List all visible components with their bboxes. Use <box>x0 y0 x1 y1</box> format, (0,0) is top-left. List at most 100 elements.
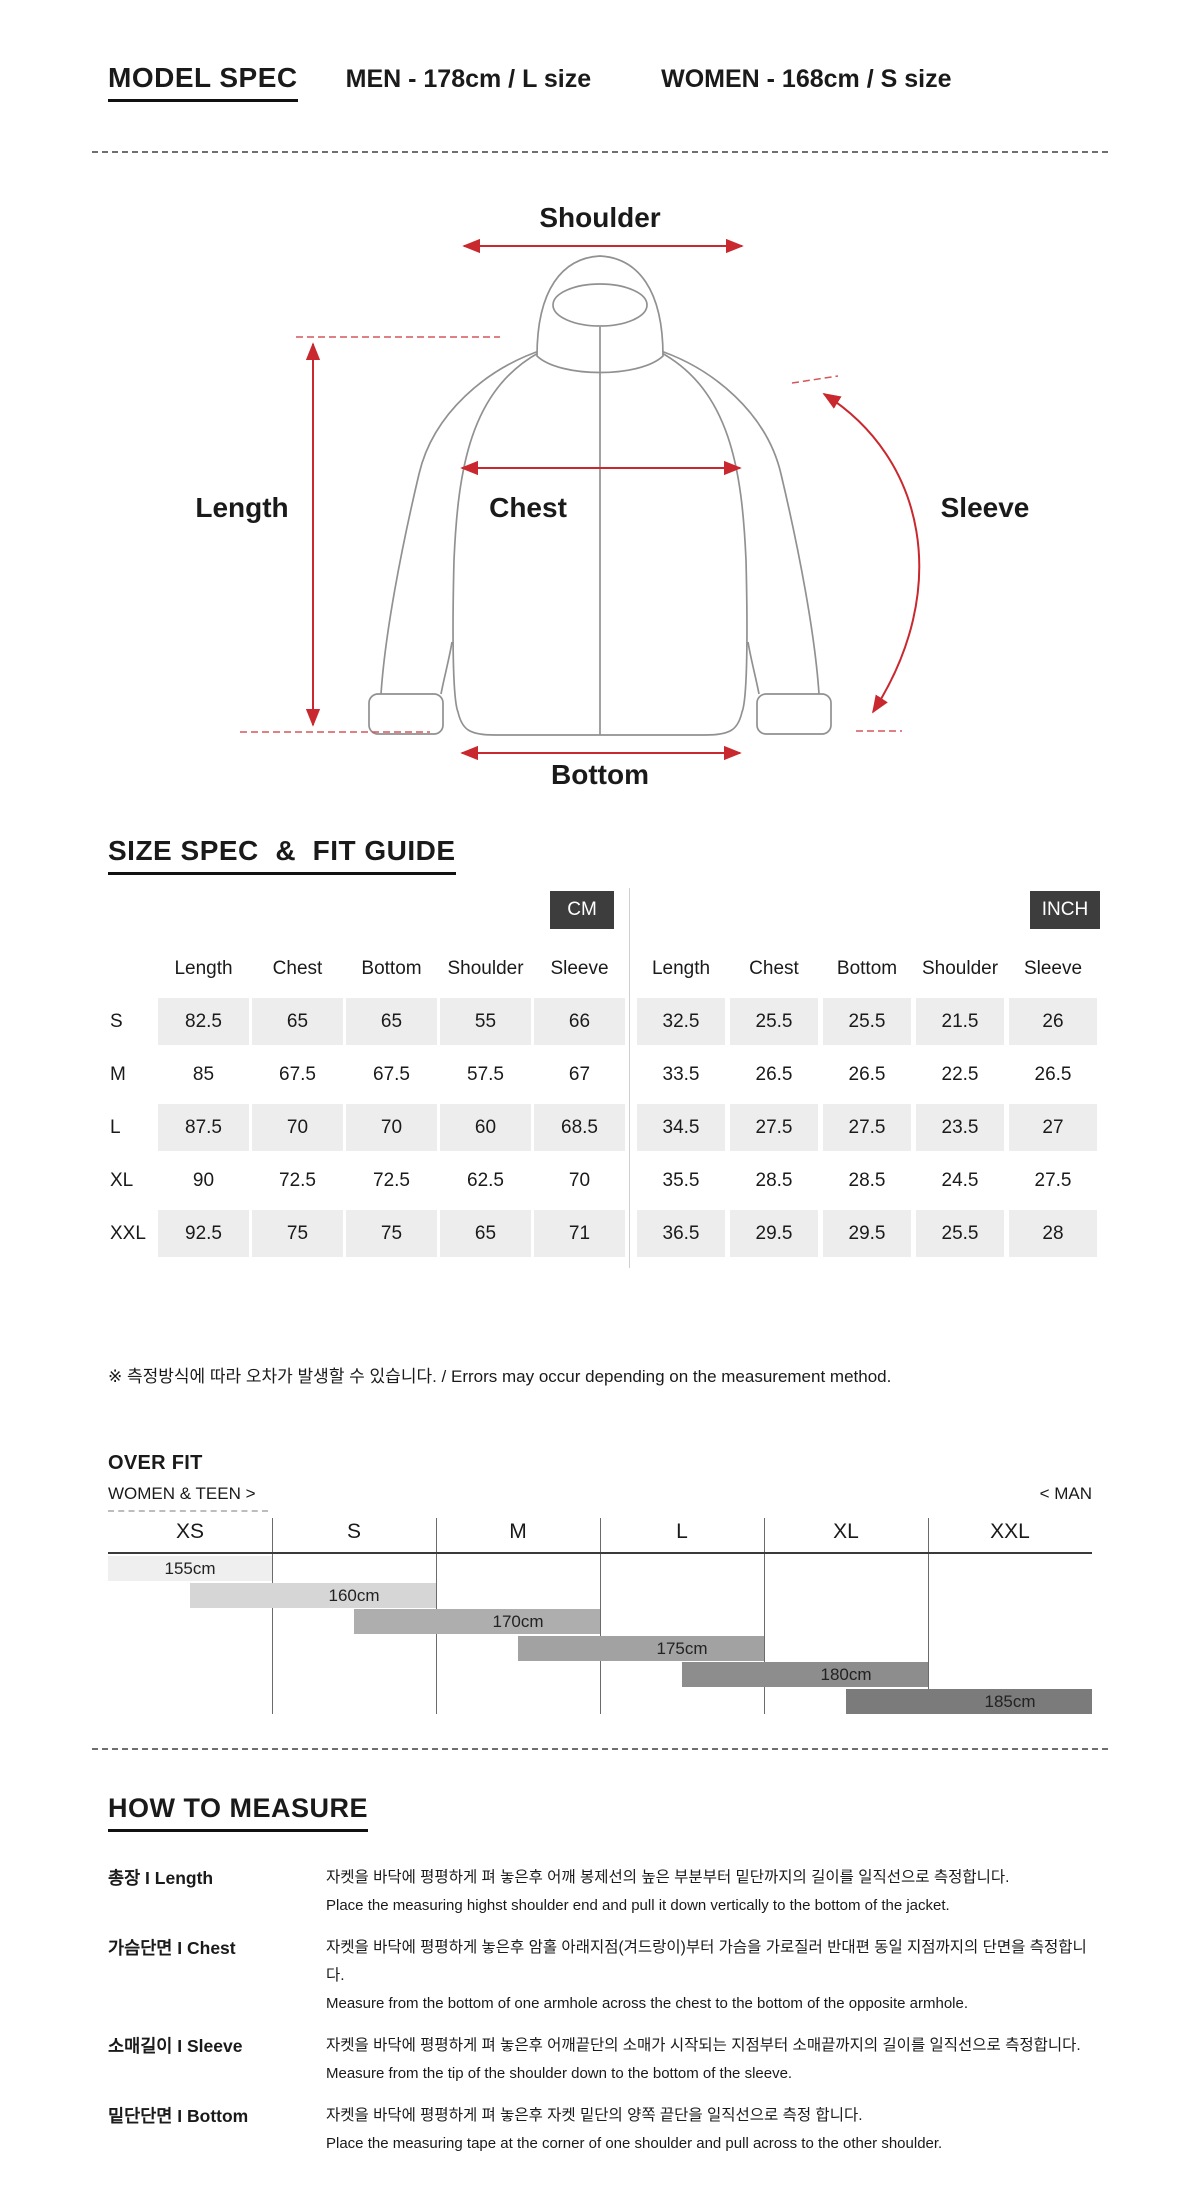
size-value-cell: 28 <box>1009 1210 1097 1257</box>
size-value-cell: 34.5 <box>637 1104 725 1151</box>
size-value-cell: 75 <box>346 1210 437 1257</box>
jacket-measurement-diagram: Shoulder Length Chest Sleeve Bottom <box>195 202 1029 790</box>
overfit-left-label: WOMEN & TEEN > <box>108 1484 256 1503</box>
size-value-cell: 75 <box>252 1210 343 1257</box>
size-value-cell: 62.5 <box>467 1169 504 1191</box>
size-value-cell: 26.5 <box>1034 1063 1072 1085</box>
measure-term: 소매길이 I Sleeve <box>108 2036 243 2056</box>
measure-description-en: Place the measuring tape at the corner o… <box>326 2135 943 2152</box>
model-spec-men: MEN - 178cm / L size <box>345 65 592 93</box>
size-value-cell: 24.5 <box>941 1169 979 1191</box>
measure-description-kr: 자켓을 바닥에 평평하게 펴 놓은후 어깨끝단의 소매가 시작되는 지점부터 소… <box>326 2037 1081 2054</box>
fit-size-label: XL <box>833 1520 859 1543</box>
measure-row: 소매길이 I Sleeve 자켓을 바닥에 평평하게 펴 놓은후 어깨끝단의 소매… <box>108 2032 1092 2088</box>
column-divider <box>764 1518 765 1714</box>
inch-badge: INCH <box>1030 891 1100 929</box>
size-value-cell: 28.5 <box>755 1169 793 1191</box>
shoulder-label: Shoulder <box>539 202 660 233</box>
column-header: Shoulder <box>447 957 524 979</box>
size-tables: CM INCH Length Chest Bottom Shoulder Sleeve S… <box>108 880 1100 1280</box>
xs-range-dash <box>108 1510 268 1512</box>
size-value-cell: 70 <box>252 1104 343 1151</box>
size-value-cell: 66 <box>534 998 625 1045</box>
overfit-chart: XS S M L XL XXL 155cm 160cm 170cm 175cm 180cm 185cm <box>108 1514 1092 1716</box>
size-value-cell: 27.5 <box>730 1104 818 1151</box>
dashed-divider-bottom <box>92 1748 1108 1750</box>
size-value-cell: 23.5 <box>916 1104 1004 1151</box>
size-value-cell: 29.5 <box>823 1210 911 1257</box>
size-value-cell: 55 <box>440 998 531 1045</box>
column-header: Bottom <box>836 957 898 979</box>
row-label: L <box>110 1116 121 1138</box>
measure-row: 총장 I Length 자켓을 바닥에 평평하게 펴 놓은후 어깨 봉제선의 높은… <box>108 1864 1092 1920</box>
jacket-left-cuff <box>368 693 444 735</box>
size-value-cell: 35.5 <box>662 1169 700 1191</box>
size-value-cell: 70 <box>568 1169 591 1191</box>
height-bar <box>190 1582 436 1608</box>
jacket-left-sleeve-outer <box>380 348 546 695</box>
sleeve-top-guide <box>791 375 839 384</box>
size-value-cell: 60 <box>440 1104 531 1151</box>
size-value-cell: 70 <box>346 1104 437 1151</box>
diagram-labels: Shoulder Length Chest Sleeve Bottom <box>195 202 1029 790</box>
height-bar-label: 160cm <box>328 1585 380 1605</box>
size-value-cell: 25.5 <box>730 998 818 1045</box>
size-value-cell: 65 <box>346 998 437 1045</box>
size-value-cell: 32.5 <box>637 998 725 1045</box>
size-spec-heading-wrap: SIZE SPEC & FIT GUIDE <box>108 835 456 875</box>
size-value-cell: 82.5 <box>158 998 249 1045</box>
chart-top-border <box>108 1552 1092 1554</box>
measure-description: 자켓을 바닥에 평평하게 펴 놓은후 자켓 밑단의 양쪽 끝단을 일직선으로 측… <box>326 2102 942 2158</box>
measure-term: 총장 I Length <box>108 1868 214 1888</box>
height-bar-label: 180cm <box>820 1665 872 1684</box>
jacket-left-sleeve-inner <box>440 641 453 695</box>
size-value-cell: 72.5 <box>279 1169 316 1191</box>
height-bar <box>518 1635 764 1661</box>
measure-row: 밑단단면 I Bottom 자켓을 바닥에 평평하게 펴 놓은후 자켓 밑단의 양… <box>108 2102 1092 2158</box>
overfit-section: OVER FIT WOMEN & TEEN > < MAN XS S M L XL XXL… <box>108 1452 1092 1716</box>
size-value-cell: 92.5 <box>158 1210 249 1257</box>
size-value-cell: 65 <box>440 1210 531 1257</box>
jacket-outline <box>368 255 832 736</box>
overfit-right-label: < MAN <box>1039 1484 1092 1503</box>
jacket-neck-opening <box>552 283 648 327</box>
size-value-cell: 33.5 <box>662 1063 700 1085</box>
column-header: Shoulder <box>921 957 999 979</box>
size-value-cell: 26 <box>1009 998 1097 1045</box>
model-spec-women: WOMEN - 168cm / S size <box>661 65 952 93</box>
column-header: Length <box>174 957 233 979</box>
measure-description-en: Measure from the tip of the shoulder dow… <box>326 2065 793 2082</box>
size-value-cell: 36.5 <box>637 1210 725 1257</box>
size-value-cell: 29.5 <box>730 1210 818 1257</box>
size-value-cell: 67 <box>568 1063 591 1085</box>
jacket-right-sleeve-outer <box>654 348 820 695</box>
row-label: S <box>110 1010 123 1032</box>
row-label: XL <box>110 1169 134 1191</box>
size-value-cell: 25.5 <box>916 1210 1004 1257</box>
bottom-label: Bottom <box>551 759 649 790</box>
how-to-measure-heading: HOW TO MEASURE <box>108 1793 369 1832</box>
fit-size-label: S <box>346 1520 361 1543</box>
size-value-cell: 27.5 <box>1034 1169 1072 1191</box>
measure-description: 자켓을 바닥에 평평하게 놓은후 암홀 아래지점(겨드랑이)부터 가슴을 가로질… <box>326 1934 1092 2018</box>
height-bar <box>354 1609 600 1634</box>
fit-size-label: L <box>676 1520 688 1543</box>
height-bar-label: 185cm <box>984 1691 1036 1711</box>
size-value-cell: 26.5 <box>848 1063 886 1085</box>
measure-term: 가슴단면 I Chest <box>108 1938 236 1958</box>
row-label: XXL <box>110 1222 146 1244</box>
measurement-arrows <box>305 238 921 761</box>
column-header: Chest <box>749 957 799 979</box>
sleeve-arrow <box>822 393 921 714</box>
size-value-cell: 27 <box>1009 1104 1097 1151</box>
fit-size-label: M <box>509 1520 527 1543</box>
size-value-cell: 21.5 <box>916 998 1004 1045</box>
size-table-cm: Length Chest Bottom Shoulder Sleeve S 82.5 65 65… <box>108 942 625 1260</box>
overfit-heading: OVER FIT <box>108 1452 203 1474</box>
model-spec-title: MODEL SPEC <box>108 62 298 102</box>
table-divider <box>629 888 630 1268</box>
measure-description: 자켓을 바닥에 평평하게 펴 놓은후 어깨끝단의 소매가 시작되는 지점부터 소… <box>326 2032 1081 2088</box>
size-value-cell: 67.5 <box>373 1063 410 1085</box>
size-value-cell: 65 <box>252 998 343 1045</box>
measure-description-kr: 자켓을 바닥에 평평하게 펴 놓은후 자켓 밑단의 양쪽 끝단을 일직선으로 측… <box>326 2107 863 2124</box>
